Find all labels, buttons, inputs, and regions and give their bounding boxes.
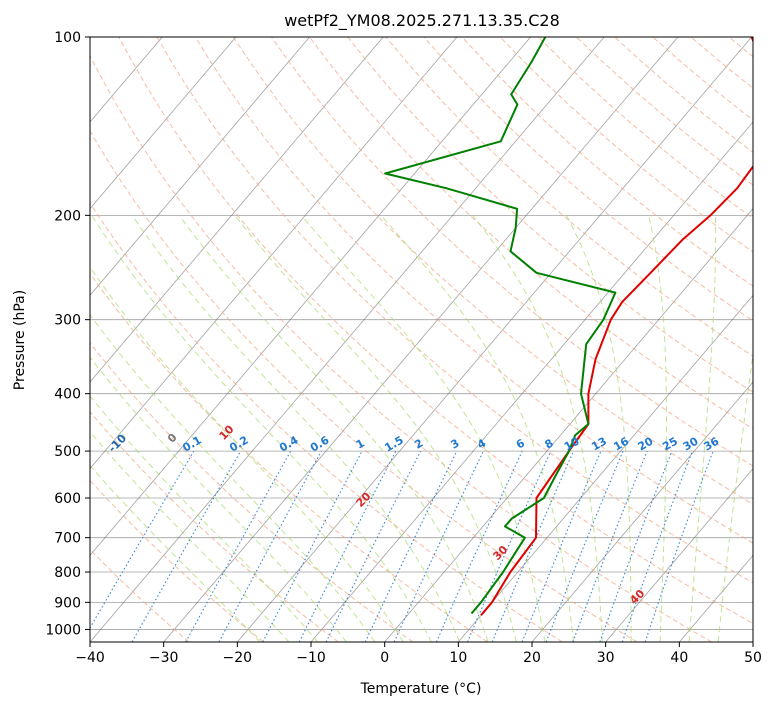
moist-adiabat-line — [178, 215, 489, 642]
dry-adiabat-line — [118, 37, 753, 624]
y-tick-label: 600 — [54, 491, 81, 507]
x-tick-label: 20 — [523, 650, 541, 666]
isotherm-line — [163, 37, 679, 642]
dry-adiabat-line — [90, 479, 264, 642]
moist-adiabat-line — [566, 215, 632, 642]
x-tick-label: 40 — [670, 650, 688, 666]
isotherm-line — [237, 37, 752, 642]
mixing-ratio-line — [466, 450, 552, 642]
moist-adiabat-line — [90, 395, 319, 642]
y-tick-label: 100 — [54, 30, 81, 46]
dry-adiabat-line — [194, 37, 753, 544]
moist-adiabat-line — [90, 431, 290, 642]
moist-adiabat-line — [688, 215, 717, 642]
y-tick-label: 700 — [54, 531, 81, 547]
dry-adiabat-line — [232, 37, 753, 505]
isotherm-line — [605, 468, 753, 642]
dewpoint-trace — [384, 37, 617, 615]
moist-adiabat-line — [90, 464, 261, 642]
mixing-ratio-line — [298, 450, 397, 642]
temperature-trace — [480, 37, 753, 616]
y-tick-label: 500 — [54, 444, 81, 460]
x-tick-label: 0 — [380, 650, 389, 666]
chart-title: wetPf2_YM08.2025.271.13.35.C28 — [284, 11, 560, 31]
moist-adiabat-line — [472, 214, 603, 642]
isotherm-line — [90, 37, 458, 470]
y-axis-label: Pressure (hPa) — [12, 290, 28, 390]
plot-frame — [89, 36, 754, 643]
x-axis-label: Temperature (°C) — [360, 681, 482, 697]
y-tick-label: 900 — [54, 595, 81, 611]
isotherm-line — [90, 37, 237, 210]
y-tick-label: 300 — [54, 313, 81, 329]
moist-adiabat-line — [717, 350, 753, 642]
dry-adiabat-line — [461, 37, 753, 287]
moist-adiabat-line — [380, 214, 575, 642]
mixing-ratio-line — [185, 450, 292, 642]
dry-adiabat-line — [156, 37, 753, 584]
x-tick-label: −20 — [223, 650, 253, 666]
mixing-ratio-line — [325, 450, 422, 642]
mixing-ratio-line — [521, 450, 602, 642]
isotherm-line — [458, 294, 753, 642]
isotherm-line — [90, 37, 384, 383]
moist-adiabat-line — [234, 214, 517, 642]
axes-layer: −40 −30 −20 −10 0 10 20 30 40 50 100 200 300 400 500 60… — [45, 30, 762, 666]
isotherm-line — [90, 37, 531, 556]
moist-adiabat-line — [90, 266, 404, 642]
mixing-ratio-line — [491, 450, 575, 642]
grid-layer — [90, 37, 753, 642]
mixing-ratio-line — [621, 450, 693, 642]
y-tick-label: 400 — [54, 387, 81, 403]
x-tick-label: 30 — [597, 650, 615, 666]
isotherm-line — [531, 381, 753, 642]
dry-adiabat-line — [90, 272, 488, 642]
x-tick-label: 50 — [744, 650, 762, 666]
y-tick-label: 1000 — [45, 622, 81, 638]
mixing-ratio-line — [599, 450, 673, 642]
mixing-ratio-line — [572, 450, 648, 642]
isotherm-line — [90, 37, 605, 642]
moist-adiabat-line — [648, 215, 667, 642]
x-tick-label: −30 — [149, 650, 179, 666]
dry-adiabat-line — [90, 54, 712, 642]
isotherm-line — [90, 37, 310, 296]
x-tick-label: −40 — [75, 650, 105, 666]
mixing-ratio-line — [435, 450, 523, 642]
dry-adiabat-line — [90, 410, 339, 642]
mixing-ratio-line — [545, 450, 624, 642]
dry-adiabat-line — [309, 37, 753, 430]
moist-adiabat-line — [90, 313, 376, 642]
moist-adiabat-line — [90, 356, 347, 642]
dry-adiabat-line — [90, 202, 563, 642]
traces-layer — [384, 37, 753, 616]
dry-adiabat-line — [423, 37, 753, 322]
y-tick-label: 800 — [54, 565, 81, 581]
y-tick-label: 200 — [54, 208, 81, 224]
moist-adiabat-line — [131, 215, 461, 642]
x-tick-label: 10 — [449, 650, 467, 666]
mixing-ratio-line — [644, 450, 714, 642]
mixing-ratio-line — [218, 450, 322, 642]
isotherm-line — [384, 208, 753, 642]
x-tick-label: −10 — [296, 650, 326, 666]
